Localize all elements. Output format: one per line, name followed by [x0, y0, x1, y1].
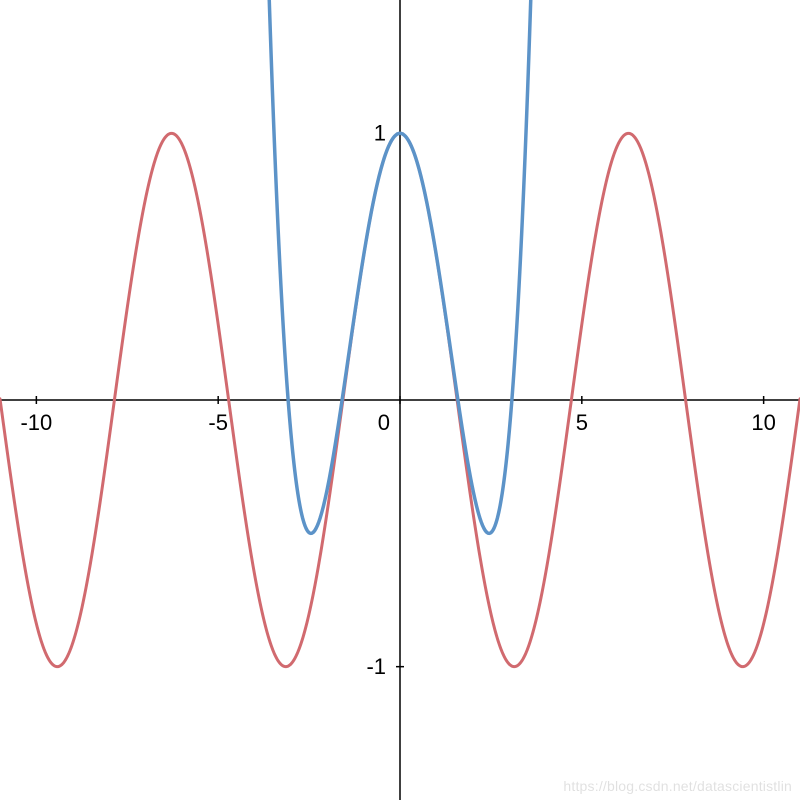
function-plot: -10 -5 0 5 10 -1 1 https://blog.csdn.net/datas…	[0, 0, 800, 800]
watermark-text: https://blog.csdn.net/datascientistlin	[563, 778, 792, 794]
x-tick-label: -5	[208, 410, 228, 435]
x-tick-label: 0	[378, 410, 390, 435]
y-tick-label: -1	[366, 654, 386, 679]
y-tick-label: 1	[374, 121, 386, 146]
plot-svg: -10 -5 0 5 10 -1 1	[0, 0, 800, 800]
x-tick-label: -10	[20, 410, 52, 435]
x-tick-label: 10	[751, 410, 775, 435]
x-tick-label: 5	[576, 410, 588, 435]
